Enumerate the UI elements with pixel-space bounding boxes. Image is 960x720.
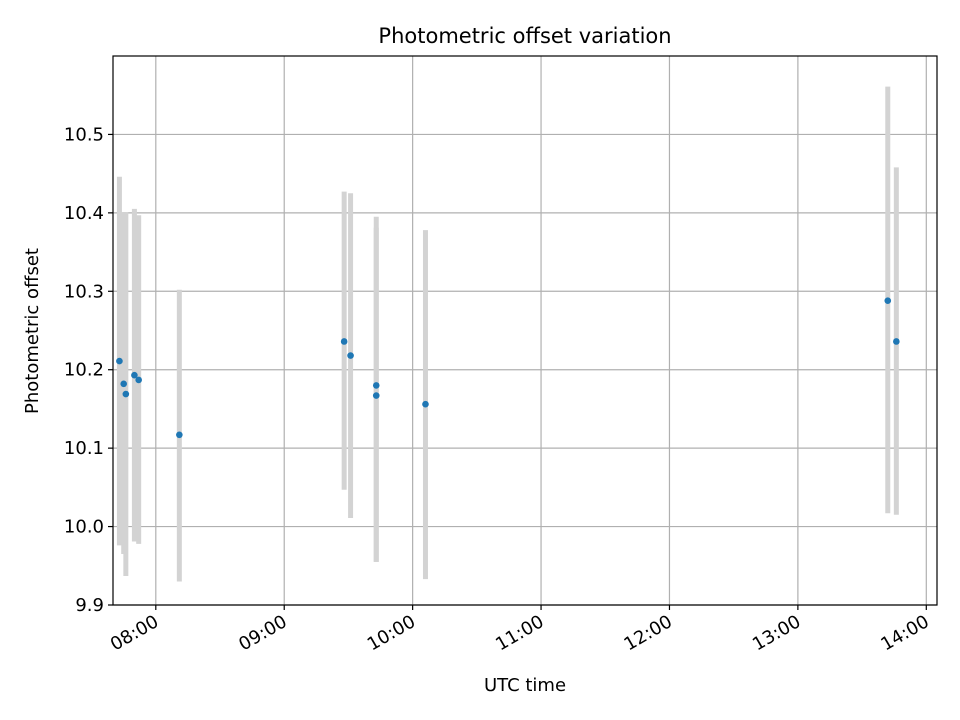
y-tick-label: 10.4 [64, 203, 104, 224]
y-tick-label: 10.0 [64, 517, 104, 538]
chart-title: Photometric offset variation [378, 24, 671, 48]
y-tick-label: 10.3 [64, 281, 104, 302]
y-tick-label: 10.5 [64, 124, 104, 145]
data-point [340, 338, 348, 345]
plot-area [113, 56, 937, 605]
y-axis-title: Photometric offset [22, 248, 43, 414]
data-point [122, 390, 130, 398]
data-point [131, 371, 138, 379]
data-point [347, 352, 354, 359]
y-tick-label: 10.1 [64, 438, 104, 459]
x-axis-title: UTC time [484, 675, 566, 696]
y-tick-label: 9.9 [75, 595, 104, 616]
y-tick-label: 10.2 [64, 360, 104, 381]
data-point [176, 431, 183, 439]
data-point [116, 357, 123, 365]
data-point [372, 382, 380, 389]
data-point [422, 400, 429, 408]
plot-frame [112, 55, 938, 606]
data-point [135, 376, 142, 384]
data-point [372, 392, 380, 399]
data-point [120, 380, 128, 388]
data-point [884, 297, 892, 304]
data-points [116, 297, 900, 439]
data-point [893, 338, 900, 345]
y-axis-ticks: 9.9 10.0 10.1 10.2 10.3 10.4 10.5 [64, 124, 113, 616]
